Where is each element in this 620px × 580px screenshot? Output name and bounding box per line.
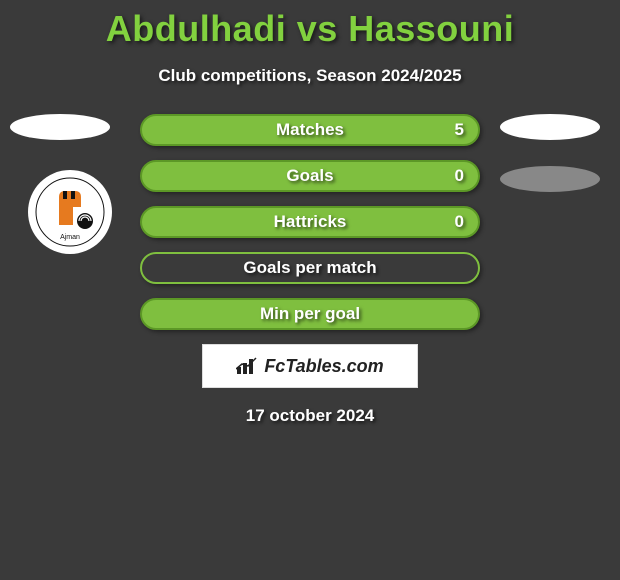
player-right-marker-2	[500, 166, 600, 192]
player-right-marker-1	[500, 114, 600, 140]
stat-bars: Matches 5 Goals 0 Hattricks 0 Goals per …	[140, 114, 480, 330]
page-subtitle: Club competitions, Season 2024/2025	[0, 66, 620, 86]
bar-chart-icon	[236, 357, 258, 375]
club-badge: Ajman	[28, 170, 112, 254]
stat-label: Goals	[286, 166, 333, 186]
stat-row-matches: Matches 5	[140, 114, 480, 146]
stat-row-goals-per-match: Goals per match	[140, 252, 480, 284]
stat-value: 0	[455, 166, 464, 186]
page-title: Abdulhadi vs Hassouni	[0, 0, 620, 50]
stat-label: Matches	[276, 120, 344, 140]
brand-text: FcTables.com	[264, 356, 383, 377]
brand-watermark: FcTables.com	[202, 344, 418, 388]
stat-label: Min per goal	[260, 304, 360, 324]
comparison-panel: Ajman Matches 5 Goals 0 Hattricks 0 Goal…	[0, 114, 620, 426]
stat-row-goals: Goals 0	[140, 160, 480, 192]
player-left-marker	[10, 114, 110, 140]
stat-row-min-per-goal: Min per goal	[140, 298, 480, 330]
stat-value: 0	[455, 212, 464, 232]
stat-value: 5	[455, 120, 464, 140]
footer-date: 17 october 2024	[0, 406, 620, 426]
svg-text:Ajman: Ajman	[60, 234, 80, 241]
stat-label: Goals per match	[243, 258, 376, 278]
stat-row-hattricks: Hattricks 0	[140, 206, 480, 238]
ajman-club-logo: Ajman	[35, 177, 105, 247]
stat-label: Hattricks	[274, 212, 347, 232]
